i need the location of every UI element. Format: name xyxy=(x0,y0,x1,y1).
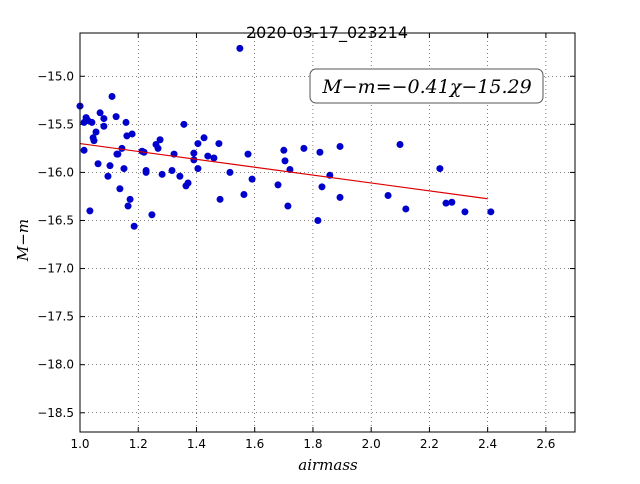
data-point xyxy=(300,144,308,152)
x-tick-label: 1.8 xyxy=(303,437,322,451)
x-tick-label: 1.6 xyxy=(245,437,264,451)
data-point xyxy=(402,205,410,213)
data-point xyxy=(248,175,256,183)
y-tick-label: −17.0 xyxy=(37,262,74,276)
data-point xyxy=(120,165,128,173)
data-point xyxy=(168,166,176,174)
fit-line xyxy=(79,142,488,200)
data-point xyxy=(240,191,248,199)
data-point xyxy=(86,207,94,215)
x-tick-label: 2.0 xyxy=(362,437,381,451)
data-point xyxy=(436,165,444,173)
x-tick-label: 2.4 xyxy=(478,437,497,451)
data-point xyxy=(96,109,104,117)
data-point xyxy=(126,195,134,203)
y-tick-label: −16.0 xyxy=(37,165,74,179)
data-point xyxy=(200,134,208,142)
data-point xyxy=(124,202,132,210)
data-point xyxy=(210,154,218,162)
x-tick-label: 2.6 xyxy=(536,437,555,451)
data-point xyxy=(106,162,114,170)
data-point xyxy=(281,157,289,165)
data-point xyxy=(194,165,202,173)
data-point xyxy=(216,195,224,203)
data-point xyxy=(118,144,126,152)
y-axis-label: M−m xyxy=(14,219,32,262)
data-point xyxy=(336,142,344,150)
data-point xyxy=(194,140,202,148)
data-point xyxy=(156,136,164,144)
data-point xyxy=(487,208,495,216)
data-point xyxy=(100,115,108,123)
data-point xyxy=(244,150,252,158)
data-point xyxy=(204,152,212,160)
data-point xyxy=(122,118,130,126)
data-point xyxy=(448,198,456,206)
x-tick-label: 1.2 xyxy=(129,437,148,451)
data-point xyxy=(88,118,96,126)
data-point xyxy=(318,183,326,191)
data-point xyxy=(128,130,136,138)
data-point xyxy=(236,44,244,52)
data-point xyxy=(442,199,450,207)
annotation-box xyxy=(309,68,544,104)
data-point xyxy=(180,120,188,128)
y-tick-label: −18.0 xyxy=(37,358,74,372)
data-point xyxy=(158,170,166,178)
x-axis-label: airmass xyxy=(298,456,358,474)
data-point xyxy=(116,185,124,193)
data-point xyxy=(108,92,116,100)
x-tick-label: 1.4 xyxy=(187,437,206,451)
y-tick-label: −16.5 xyxy=(37,213,74,227)
data-point xyxy=(142,168,150,176)
data-point xyxy=(316,148,324,156)
data-point xyxy=(154,144,162,152)
data-point xyxy=(215,140,223,148)
annotation: M−m=−0.41χ−15.29 xyxy=(321,76,531,98)
x-tick-label: 1.0 xyxy=(70,437,89,451)
data-point xyxy=(284,202,292,210)
data-point xyxy=(184,179,192,187)
data-point xyxy=(114,150,122,158)
data-point xyxy=(176,172,184,180)
data-point xyxy=(90,137,98,145)
data-point xyxy=(104,172,112,180)
data-point xyxy=(314,216,322,224)
data-point xyxy=(92,128,100,136)
y-tick-label: −17.5 xyxy=(37,310,74,324)
data-point xyxy=(461,208,469,216)
data-point xyxy=(280,146,288,154)
data-point xyxy=(130,222,138,230)
y-tick-label: −15.5 xyxy=(37,117,74,131)
data-point xyxy=(190,149,198,157)
y-tick-label: −18.5 xyxy=(37,406,74,420)
data-point xyxy=(396,141,404,149)
data-point xyxy=(112,113,120,121)
plot-frame xyxy=(79,32,576,433)
data-point xyxy=(80,146,88,154)
data-point xyxy=(94,160,102,168)
data-point xyxy=(384,191,392,199)
data-point xyxy=(148,211,156,219)
data-point xyxy=(274,181,282,189)
data-point xyxy=(336,193,344,201)
data-point xyxy=(100,122,108,130)
data-point xyxy=(226,168,234,176)
y-tick-label: −15.0 xyxy=(37,69,74,83)
x-tick-label: 2.2 xyxy=(420,437,439,451)
